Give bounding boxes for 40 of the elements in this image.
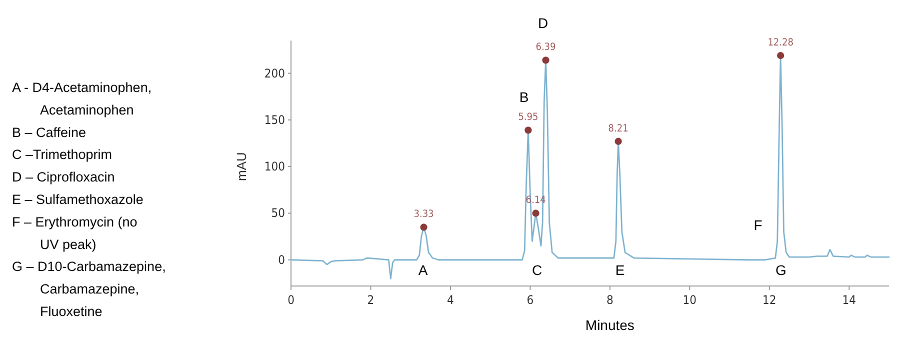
annotation: 6.39 bbox=[536, 42, 556, 54]
x-tick-label: 14 bbox=[842, 293, 856, 307]
x-tick-label: 8 bbox=[606, 293, 614, 307]
text: C –Trimethoprim bbox=[12, 147, 112, 162]
annotation: 12.28 bbox=[768, 38, 794, 49]
text: F – Erythromycin (no UV peak) bbox=[12, 214, 138, 252]
x-tick-label: 2 bbox=[367, 293, 374, 307]
annotation: F bbox=[754, 217, 762, 233]
point bbox=[614, 138, 622, 145]
y-tick-label: 50 bbox=[271, 206, 286, 220]
y-tick-label: 100 bbox=[264, 160, 286, 174]
y-tick-label: 0 bbox=[278, 252, 286, 267]
annotation: B bbox=[519, 89, 529, 105]
annotation: G bbox=[776, 262, 786, 278]
text: D bbox=[538, 15, 548, 31]
x-tick-label: 0 bbox=[288, 293, 295, 307]
x-axis-title: Minutes bbox=[585, 317, 634, 333]
point bbox=[524, 126, 532, 134]
x-tick-label: 10 bbox=[682, 293, 697, 307]
text: A - D4-Acetaminophen, Acetaminophen bbox=[12, 80, 152, 118]
annotation: 3.33 bbox=[414, 209, 434, 220]
point bbox=[420, 224, 428, 231]
y-axis-title: mAU bbox=[234, 152, 249, 182]
x-tick-label: 6 bbox=[526, 293, 534, 307]
annotation: E bbox=[615, 262, 625, 278]
y-tick-label: 200 bbox=[264, 66, 286, 80]
x-tick-label: 4 bbox=[447, 293, 454, 307]
annotation: 8.21 bbox=[608, 123, 628, 134]
point bbox=[776, 52, 784, 60]
annotation: A bbox=[418, 262, 428, 278]
point bbox=[532, 210, 540, 217]
text: B – Caffeine bbox=[12, 124, 86, 140]
text: E – Sulfamethoxazole bbox=[12, 192, 144, 207]
annotation: C bbox=[532, 262, 542, 278]
x-tick-label: 12 bbox=[762, 293, 776, 307]
text: D – Ciprofloxacin bbox=[12, 170, 115, 185]
annotation: 5.95 bbox=[518, 112, 538, 124]
point bbox=[542, 56, 550, 64]
y-tick-label: 150 bbox=[264, 112, 286, 127]
text: G – D10-Carbamazepine, Carbamazepine, Fluoxetine bbox=[12, 259, 166, 319]
